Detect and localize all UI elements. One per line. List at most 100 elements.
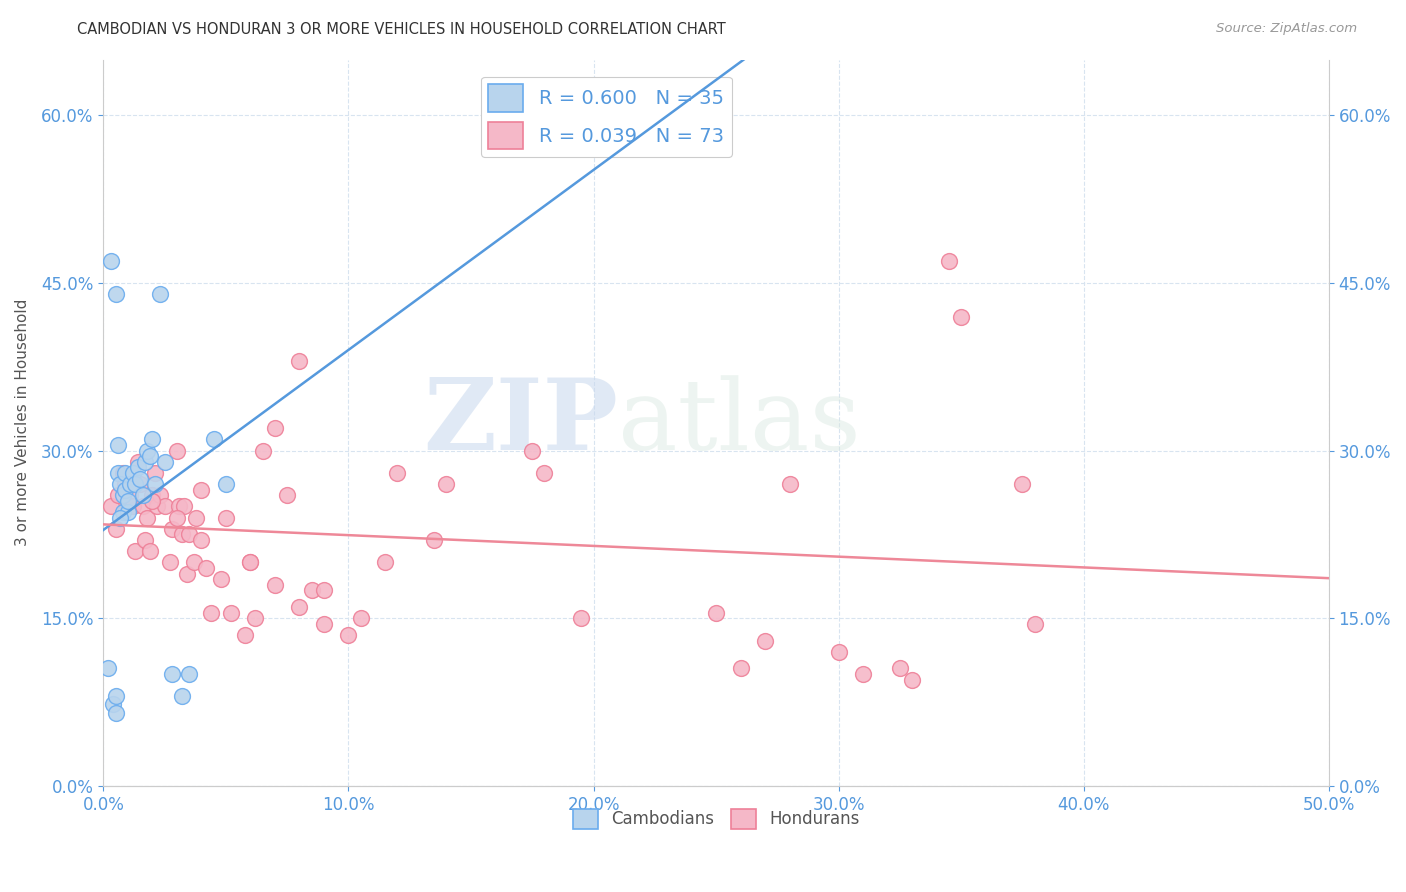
Point: [190, 533, 212, 547]
Point: [569, 120, 592, 134]
Point: [1011, 477, 1033, 491]
Point: [117, 500, 139, 514]
Point: [264, 577, 287, 591]
Point: [173, 500, 195, 514]
Point: [219, 606, 242, 620]
Point: [153, 500, 176, 514]
Text: ZIP: ZIP: [423, 374, 619, 471]
Point: [111, 488, 134, 502]
Point: [107, 488, 129, 502]
Point: [779, 477, 801, 491]
Point: [143, 466, 166, 480]
Point: [200, 606, 222, 620]
Point: [104, 690, 127, 704]
Point: [110, 477, 132, 491]
Point: [149, 287, 172, 301]
Point: [179, 527, 201, 541]
Point: [202, 433, 225, 447]
Point: [215, 510, 238, 524]
Point: [252, 443, 274, 458]
Point: [120, 488, 142, 502]
Point: [141, 488, 163, 502]
Point: [239, 555, 262, 569]
Point: [139, 449, 162, 463]
Point: [143, 477, 166, 491]
Point: [117, 494, 139, 508]
Text: CAMBODIAN VS HONDURAN 3 OR MORE VEHICLES IN HOUSEHOLD CORRELATION CHART: CAMBODIAN VS HONDURAN 3 OR MORE VEHICLES…: [77, 22, 725, 37]
Point: [239, 555, 262, 569]
Point: [176, 566, 198, 581]
Text: Source: ZipAtlas.com: Source: ZipAtlas.com: [1216, 22, 1357, 36]
Text: atlas: atlas: [619, 375, 860, 471]
Point: [129, 471, 152, 485]
Point: [104, 522, 127, 536]
Point: [901, 673, 924, 687]
Point: [889, 661, 911, 675]
Point: [114, 477, 136, 491]
Point: [1024, 616, 1046, 631]
Point: [190, 483, 212, 497]
Point: [104, 706, 127, 721]
Point: [730, 661, 752, 675]
Point: [124, 477, 146, 491]
Point: [950, 310, 973, 324]
Point: [107, 466, 129, 480]
Point: [288, 600, 311, 615]
Point: [312, 616, 335, 631]
Point: [166, 443, 188, 458]
Point: [139, 544, 162, 558]
Point: [104, 287, 127, 301]
Point: [288, 354, 311, 368]
Point: [160, 667, 183, 681]
Point: [235, 628, 257, 642]
Point: [938, 253, 960, 268]
Point: [114, 466, 136, 480]
Point: [754, 633, 776, 648]
Point: [131, 488, 153, 502]
Point: [245, 611, 267, 625]
Point: [569, 611, 592, 625]
Point: [387, 466, 409, 480]
Point: [127, 455, 149, 469]
Point: [141, 494, 163, 508]
Point: [97, 661, 120, 675]
Point: [110, 510, 132, 524]
Point: [111, 466, 134, 480]
Point: [107, 438, 129, 452]
Point: [121, 500, 143, 514]
Point: [131, 500, 153, 514]
Point: [215, 477, 238, 491]
Point: [120, 477, 142, 491]
Point: [146, 500, 169, 514]
Point: [129, 477, 152, 491]
Point: [195, 561, 218, 575]
Point: [117, 505, 139, 519]
Point: [183, 555, 205, 569]
Point: [179, 667, 201, 681]
Point: [100, 253, 122, 268]
Legend: Cambodians, Hondurans: Cambodians, Hondurans: [567, 802, 866, 836]
Y-axis label: 3 or more Vehicles in Household: 3 or more Vehicles in Household: [15, 299, 30, 547]
Point: [276, 488, 298, 502]
Point: [337, 628, 360, 642]
Point: [121, 466, 143, 480]
Point: [153, 455, 176, 469]
Point: [374, 555, 396, 569]
Point: [827, 645, 849, 659]
Point: [522, 443, 544, 458]
Point: [186, 510, 208, 524]
Point: [312, 583, 335, 598]
Point: [100, 500, 122, 514]
Point: [101, 697, 124, 711]
Point: [209, 572, 232, 586]
Point: [533, 466, 555, 480]
Point: [170, 690, 193, 704]
Point: [852, 667, 875, 681]
Point: [149, 488, 172, 502]
Point: [136, 443, 159, 458]
Point: [111, 505, 134, 519]
Point: [436, 477, 458, 491]
Point: [141, 433, 163, 447]
Point: [159, 555, 181, 569]
Point: [170, 527, 193, 541]
